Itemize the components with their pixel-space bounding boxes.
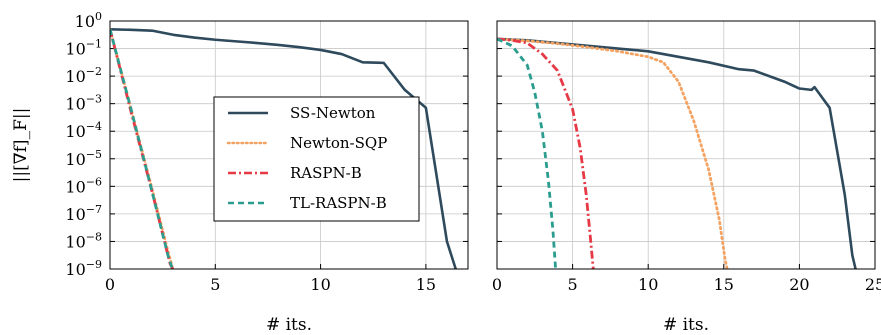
plot-frame-right	[496, 20, 876, 270]
left-panel: 0 5 10 15 100 10−1 10−2 10−3 10−4 10−5 10−6 10−7 10−…	[65, 10, 469, 294]
y-axis-label: ||[∇f]_F||	[11, 108, 31, 183]
series-line-newton-sqp-right	[497, 37, 729, 269]
x-tick-label-right: 10	[638, 275, 658, 294]
y-tick-label: 10−9	[65, 258, 102, 279]
y-tick-label: 10−6	[65, 175, 102, 196]
y-tick-label: 10−2	[65, 65, 102, 86]
x-tick-label-left: 15	[416, 275, 436, 294]
x-tick-label-left: 0	[105, 275, 115, 294]
x-tick-label-left: 5	[210, 275, 220, 294]
plot-frame-left	[109, 20, 469, 270]
y-tick-label: 10−4	[65, 120, 102, 141]
legend-label-tl-raspn-b: TL-RASPN-B	[290, 194, 387, 212]
y-tick-label: 10−1	[65, 38, 102, 59]
x-tick-label-right: 25	[865, 275, 881, 294]
legend-label-raspn-b: RASPN-B	[290, 164, 362, 182]
y-tick-label: 10−8	[65, 230, 102, 251]
x-tick-label-right: 5	[568, 275, 578, 294]
y-tick-label: 10−5	[65, 148, 102, 169]
legend-label-ss-newton: SS-Newton	[290, 104, 376, 122]
x-tick-label-right: 20	[789, 275, 809, 294]
series-line-raspn-b-right	[497, 37, 595, 269]
y-tick-label: 100	[75, 10, 102, 31]
series-line-ss-newton-right	[497, 37, 857, 269]
x-tick-label-right: 0	[492, 275, 502, 294]
series-line-tl-raspn-b-left	[110, 28, 174, 269]
legend-label-newton-sqp: Newton-SQP	[290, 134, 387, 152]
y-tick-label: 10−7	[65, 203, 102, 224]
right-panel: 0 5 10 15 20 25	[492, 20, 881, 294]
x-tick-label-left: 10	[310, 275, 330, 294]
series-line-tl-raspn-b-right	[497, 37, 557, 269]
x-tick-label-right: 15	[714, 275, 734, 294]
series-line-ss-newton-left	[110, 27, 458, 269]
legend-box	[213, 96, 420, 222]
y-tick-label: 10−3	[65, 93, 102, 114]
legend: SS-Newton Newton-SQP RASPN-B TL-RASPN-B	[213, 96, 420, 222]
x-axis-label-left: # its.	[266, 315, 312, 335]
x-axis-label-right: # its.	[663, 315, 709, 335]
